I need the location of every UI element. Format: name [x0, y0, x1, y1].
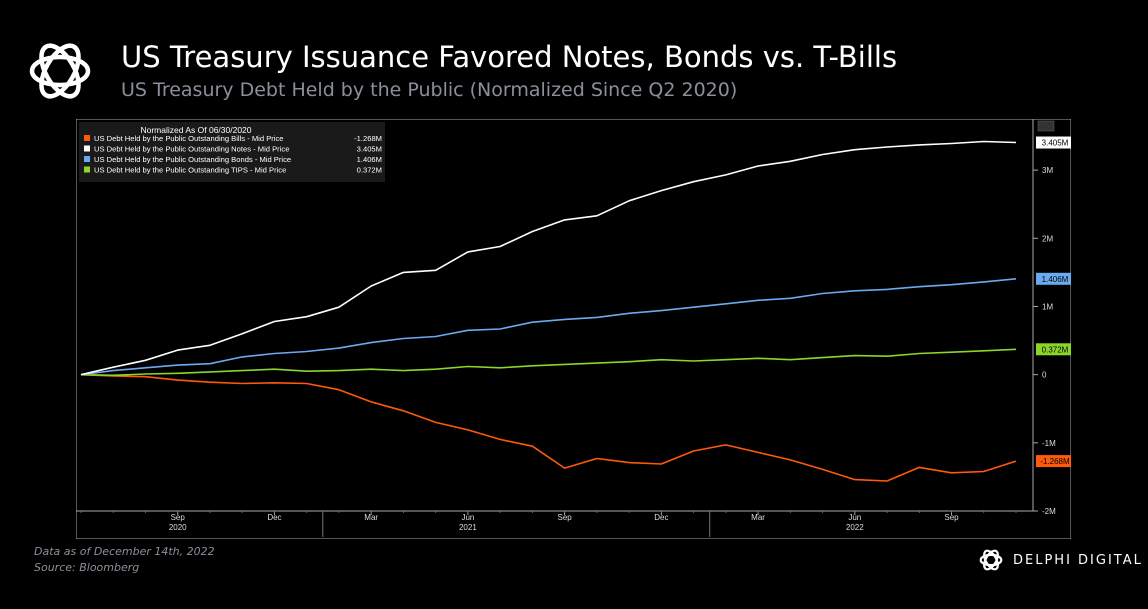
data-date-note: Data as of December 14th, 2022	[34, 545, 215, 558]
page-subtitle: US Treasury Debt Held by the Public (Nor…	[121, 79, 738, 101]
x-tick-label: Sep	[171, 513, 186, 522]
legend-swatch	[84, 135, 90, 141]
series-line	[80, 278, 1017, 376]
x-tick-label: Sep	[558, 513, 573, 522]
x-tick-label: Jun	[848, 513, 861, 522]
plot-background	[76, 119, 1071, 539]
line-chart: 3M 2M 1M 0 -1M -2M Sep Dec Mar Jun Sep Dec Mar Jun Sep…	[76, 119, 1071, 539]
series-line	[80, 140, 1017, 376]
x-year-label: 2022	[846, 523, 864, 532]
legend-series-value: 0.372M	[357, 166, 382, 175]
y-tick-label: 3M	[1042, 166, 1053, 175]
x-tick-label: Dec	[267, 513, 281, 522]
legend-series-name: US Debt Held by the Public Outstanding B…	[94, 134, 284, 143]
legend-box	[79, 122, 385, 182]
legend-series-name: US Debt Held by the Public Outstanding B…	[94, 155, 291, 164]
last-value-label: 1.406M	[1042, 275, 1069, 284]
legend-series-value: 3.405M	[357, 145, 382, 154]
y-tick-label: 1M	[1042, 302, 1053, 311]
legend-series-value: 1.406M	[357, 155, 382, 164]
legend-swatch	[84, 156, 90, 162]
x-tick-label: Mar	[364, 513, 378, 522]
brand-name: DELPHI DIGITAL	[1013, 553, 1143, 568]
y-tick-label: -2M	[1042, 507, 1056, 516]
delphi-logo-icon	[29, 43, 91, 99]
series-line	[80, 373, 1017, 482]
delphi-brand-icon	[979, 549, 1003, 571]
last-value-badge	[1036, 343, 1071, 356]
last-value-label: 3.405M	[1042, 139, 1069, 148]
last-value-badge	[1036, 136, 1071, 149]
last-value-label: -1.268M	[1040, 457, 1070, 466]
source-note: Source: Bloomberg	[34, 561, 140, 574]
legend-swatch	[84, 145, 90, 152]
y-tick-label: -1M	[1042, 439, 1056, 448]
legend-swatch	[84, 166, 90, 173]
last-value-label: 0.372M	[1042, 345, 1069, 354]
chart-menu-icon[interactable]	[1037, 120, 1055, 132]
y-tick-label: 2M	[1042, 234, 1053, 243]
x-year-label: 2021	[459, 523, 477, 532]
last-value-badge	[1036, 455, 1071, 468]
page-title: US Treasury Issuance Favored Notes, Bond…	[121, 40, 898, 74]
legend-series-value: -1.268M	[354, 134, 382, 143]
legend-header: Normalized As Of 06/30/2020	[140, 125, 251, 135]
y-tick-label: 0	[1042, 371, 1047, 380]
legend-series-name: US Debt Held by the Public Outstanding N…	[94, 145, 289, 154]
x-tick-label: Jun	[461, 513, 474, 522]
legend-series-name: US Debt Held by the Public Outstanding T…	[94, 166, 286, 175]
x-tick-label: Dec	[654, 513, 668, 522]
brand-mark: DELPHI DIGITAL	[977, 546, 1141, 576]
x-year-label: 2020	[169, 523, 187, 532]
x-tick-label: Sep	[944, 513, 959, 522]
x-tick-label: Mar	[751, 513, 765, 522]
series-line	[80, 348, 1017, 377]
last-value-badge	[1036, 272, 1071, 285]
